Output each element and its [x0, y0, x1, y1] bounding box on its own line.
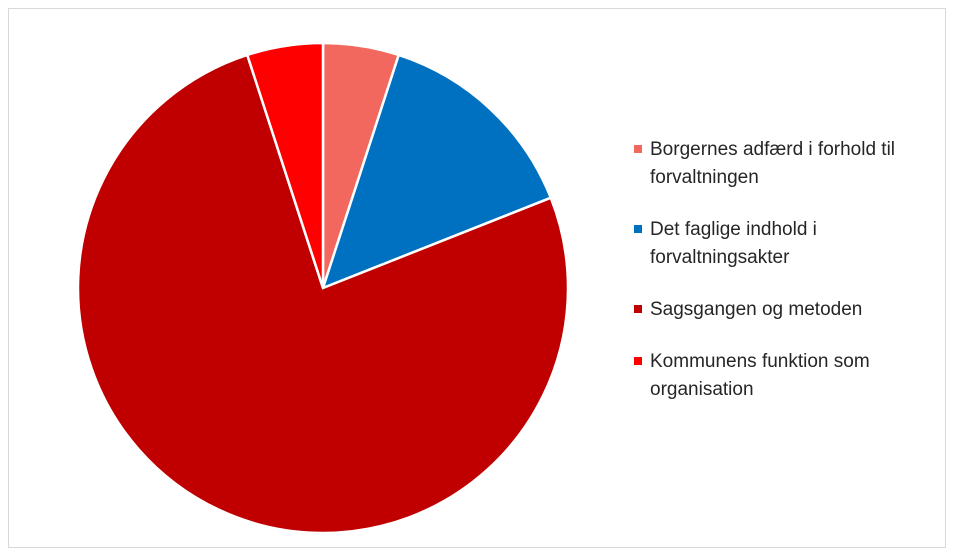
chart-frame [8, 8, 946, 548]
legend: Borgernes adfærd i forhold til forvaltni… [634, 136, 934, 428]
pie-slice [320, 53, 553, 291]
legend-label: Kommunens funktion som organisation [650, 351, 870, 400]
legend-swatch [634, 305, 642, 313]
legend-item: Sagsgangen og metoden [634, 296, 920, 324]
legend-label: Det faglige indhold i forvaltningsakter [650, 219, 817, 268]
legend-item: Det faglige indhold i forvaltningsakter [634, 216, 920, 272]
legend-label: Sagsgangen og metoden [650, 299, 863, 320]
legend-label: Borgernes adfærd i forhold til forvaltni… [650, 139, 896, 188]
pie-slice [245, 41, 325, 289]
legend-item: Borgernes adfærd i forhold til forvaltni… [634, 136, 920, 192]
legend-swatch [634, 225, 642, 233]
legend-item: Kommunens funktion som organisation [634, 348, 920, 404]
legend-swatch [634, 357, 642, 365]
pie-slice [76, 53, 570, 535]
legend-swatch [634, 145, 642, 153]
